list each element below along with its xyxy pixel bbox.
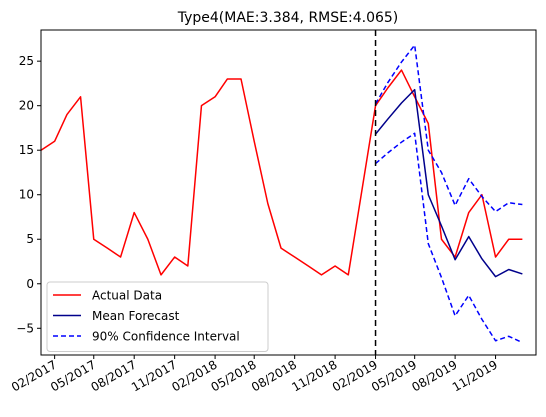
y-tick-label: 0 <box>26 277 34 291</box>
legend-label: Mean Forecast <box>92 309 180 323</box>
y-tick-label: 20 <box>19 99 34 113</box>
y-tick-label: 5 <box>26 232 34 246</box>
x-tick-label: 08/2017 <box>89 357 139 394</box>
series-line-0 <box>40 69 523 276</box>
series-line-2 <box>374 44 523 213</box>
legend-label: Actual Data <box>92 289 162 303</box>
x-tick-label: 11/2017 <box>129 357 179 394</box>
x-tick-label: 05/2019 <box>369 357 419 394</box>
y-tick-label: 10 <box>19 188 34 202</box>
chart-title: Type4(MAE:3.384, RMSE:4.065) <box>177 10 399 26</box>
x-tick-label: 05/2018 <box>209 357 259 394</box>
plot-frame <box>40 29 537 356</box>
y-tick-label: 25 <box>19 54 34 68</box>
plot-area <box>40 30 523 355</box>
series-line-3 <box>375 132 523 344</box>
y-tick-label: 15 <box>19 143 34 157</box>
x-tick-label: 11/2019 <box>450 357 500 394</box>
legend: Actual Data Mean Forecast 90% Confidence I… <box>46 281 269 352</box>
series-line-1 <box>374 88 523 278</box>
legend-box <box>46 281 269 352</box>
legend-label: 90% Confidence Interval <box>92 330 240 344</box>
x-tick-label: 08/2019 <box>409 357 459 394</box>
x-tick-label: 11/2018 <box>289 357 339 394</box>
x-tick-label: 05/2017 <box>48 357 98 394</box>
x-tick-label: 08/2018 <box>249 357 299 394</box>
y-tick-label: −5 <box>16 321 34 335</box>
